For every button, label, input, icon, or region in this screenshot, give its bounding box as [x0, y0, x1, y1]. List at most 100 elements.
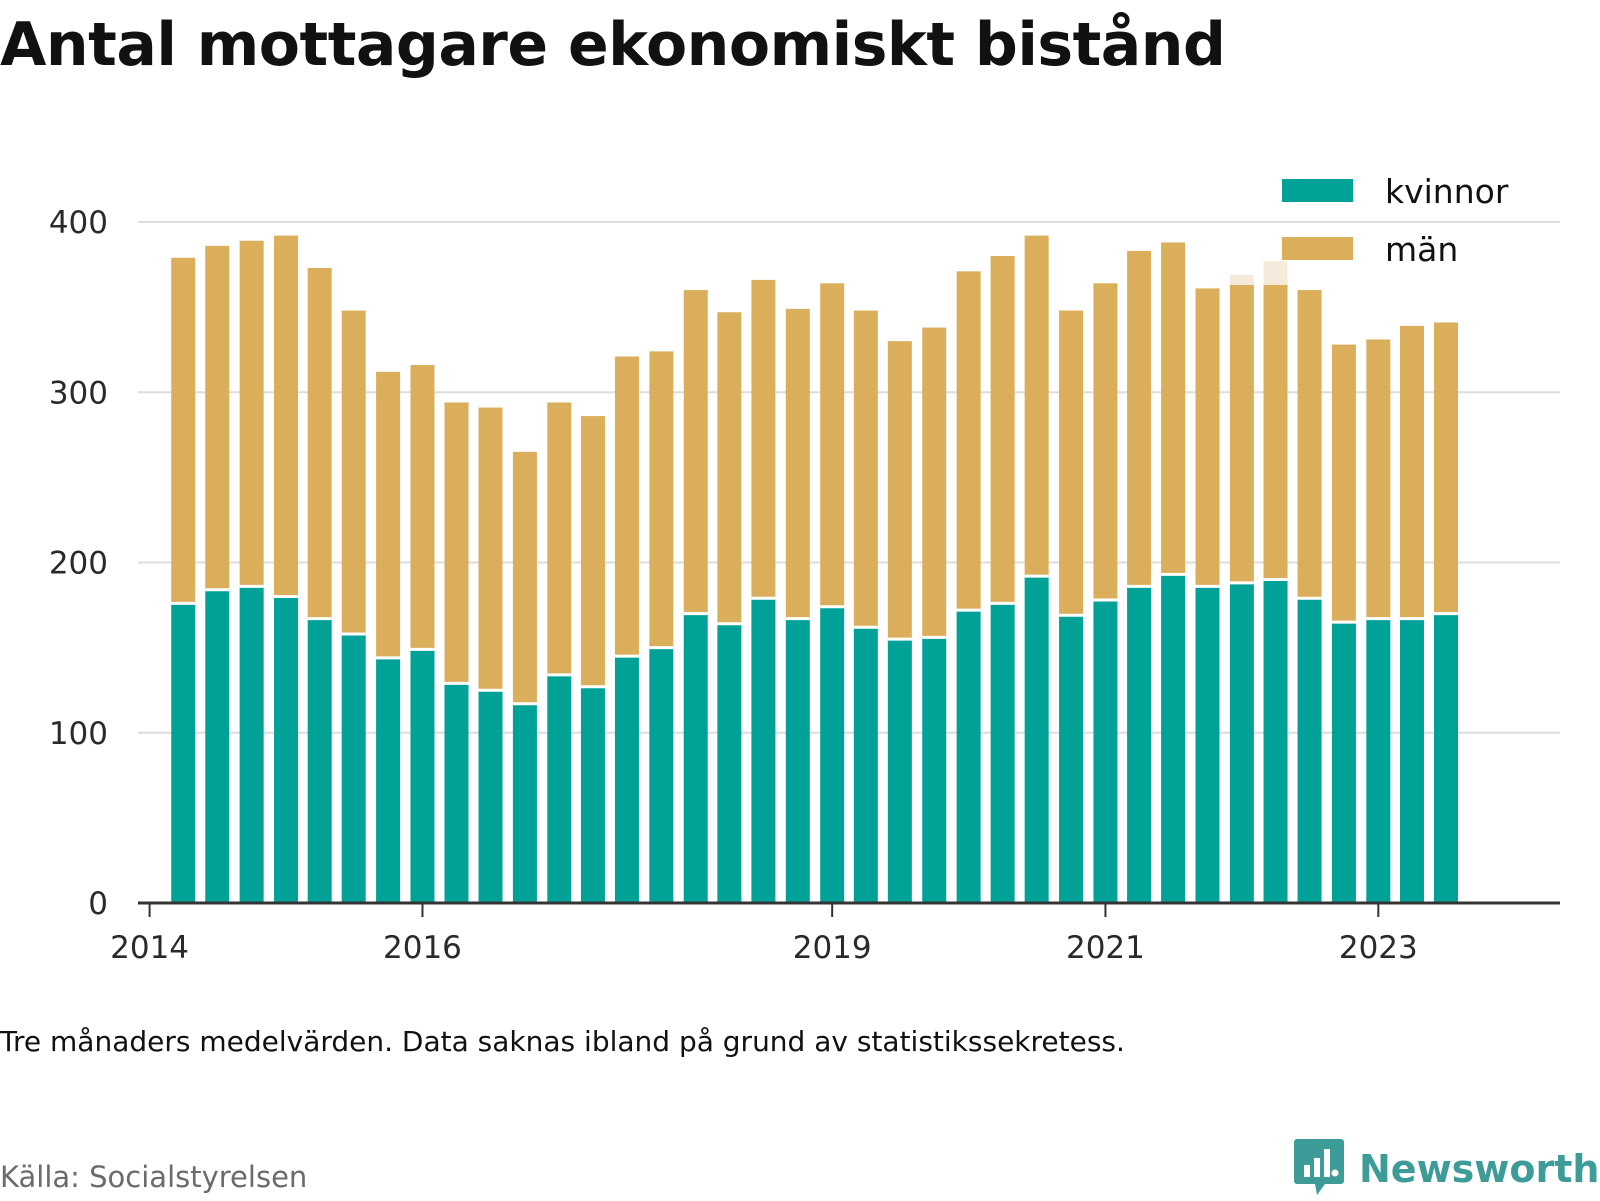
- bar-man: [274, 235, 299, 597]
- bar-kvinnor: [1127, 586, 1152, 903]
- bar-kvinnor: [1331, 622, 1356, 903]
- bar-man: [410, 365, 435, 650]
- source-label: Källa: Socialstyrelsen: [0, 1160, 308, 1194]
- bar-man: [990, 256, 1015, 604]
- bar-man: [1024, 235, 1049, 577]
- bar-man: [1229, 284, 1254, 583]
- bar-man: [307, 267, 332, 619]
- bar-kvinnor: [614, 656, 639, 903]
- bar-man: [171, 257, 196, 604]
- bar-man: [1059, 310, 1084, 616]
- bar-kvinnor: [239, 586, 264, 903]
- x-tick-label: 2023: [1339, 930, 1418, 966]
- bar-man: [649, 351, 674, 648]
- bar-kvinnor: [1161, 574, 1186, 903]
- bar-kvinnor: [683, 613, 708, 903]
- bar-kvinnor: [990, 603, 1015, 903]
- y-tick-label: 300: [49, 375, 108, 411]
- bar-kvinnor: [274, 596, 299, 903]
- bar-kvinnor: [1297, 598, 1322, 903]
- bar-man: [376, 371, 401, 658]
- bar-man: [717, 312, 742, 624]
- bar-man: [922, 327, 947, 638]
- bar-man: [478, 407, 503, 691]
- bar-kvinnor: [1093, 599, 1118, 903]
- bar-kvinnor: [307, 618, 332, 903]
- bar-kvinnor: [512, 703, 537, 903]
- bar-man: [956, 271, 981, 611]
- bar-kvinnor: [171, 603, 196, 903]
- bar-kvinnor: [1229, 582, 1254, 903]
- bar-kvinnor: [341, 634, 366, 903]
- bar-partial-overlay: [1263, 261, 1288, 285]
- bar-kvinnor: [1195, 586, 1220, 903]
- brand[interactable]: Newsworthy: [1293, 1137, 1600, 1201]
- bar-man: [444, 402, 469, 684]
- bar-man: [205, 245, 230, 590]
- x-axis: 2014 2016 2019 2021 2023: [110, 901, 1560, 966]
- bar-man: [547, 402, 572, 675]
- bar-kvinnor: [444, 683, 469, 903]
- bar-partial-overlay: [1229, 274, 1254, 285]
- bar-kvinnor: [1433, 613, 1458, 903]
- bar-kvinnor: [478, 690, 503, 903]
- bar-kvinnor: [1059, 615, 1084, 903]
- bar-man: [820, 283, 845, 607]
- y-axis-ticks: 0 100 200 300 400: [49, 205, 108, 922]
- bar-kvinnor: [1024, 576, 1049, 903]
- bar-man: [887, 341, 912, 640]
- x-tick-label: 2021: [1066, 930, 1145, 966]
- gridlines: [138, 221, 1560, 734]
- bar-man: [1433, 322, 1458, 614]
- bar-man: [1263, 284, 1288, 580]
- y-tick-label: 0: [88, 886, 108, 922]
- bar-kvinnor: [580, 686, 605, 903]
- bar-man: [1093, 283, 1118, 600]
- bar-kvinnor: [1399, 618, 1424, 903]
- bar-man: [341, 310, 366, 635]
- bars: [171, 235, 1458, 903]
- bar-man: [1127, 250, 1152, 587]
- x-tick-label: 2014: [110, 930, 189, 966]
- bar-man: [580, 416, 605, 687]
- brand-name: Newsworthy: [1359, 1147, 1600, 1191]
- bar-kvinnor: [922, 637, 947, 903]
- legend-swatch-man: [1282, 237, 1353, 260]
- legend: kvinnor män: [1282, 172, 1509, 269]
- bar-kvinnor: [820, 606, 845, 903]
- newsworthy-logo-icon: [1293, 1137, 1345, 1201]
- bar-man: [512, 451, 537, 704]
- bar-kvinnor: [785, 618, 810, 903]
- bar-kvinnor: [410, 649, 435, 903]
- bar-man: [614, 356, 639, 657]
- legend-label-kvinnor: kvinnor: [1385, 172, 1509, 211]
- y-tick-label: 400: [49, 205, 108, 241]
- bar-man: [239, 240, 264, 587]
- bar-kvinnor: [376, 657, 401, 903]
- bar-kvinnor: [956, 610, 981, 903]
- bar-man: [1161, 242, 1186, 575]
- chart-note: Tre månaders medelvärden. Data saknas ib…: [0, 1025, 1125, 1058]
- x-tick-label: 2016: [383, 930, 462, 966]
- bar-man: [853, 310, 878, 628]
- bar-kvinnor: [1366, 618, 1391, 903]
- bar-man: [751, 279, 776, 599]
- bar-man: [1195, 288, 1220, 587]
- bar-man: [1366, 339, 1391, 619]
- bar-chart: 0 100 200 300 400 2014 2016 2019 2021 2023 kvinn…: [49, 172, 1560, 966]
- legend-label-man: män: [1385, 230, 1458, 269]
- bar-kvinnor: [649, 647, 674, 903]
- y-tick-label: 200: [49, 546, 108, 582]
- bar-kvinnor: [887, 639, 912, 903]
- y-tick-label: 100: [49, 716, 108, 752]
- chart-title: Antal mottagare ekonomiskt bistånd: [0, 10, 1226, 80]
- bar-man: [785, 308, 810, 619]
- bar-kvinnor: [205, 589, 230, 903]
- bar-man: [683, 290, 708, 614]
- bar-kvinnor: [717, 623, 742, 903]
- bar-man: [1399, 325, 1424, 619]
- x-tick-label: 2019: [793, 930, 872, 966]
- bar-kvinnor: [547, 674, 572, 903]
- bar-kvinnor: [1263, 579, 1288, 903]
- bar-man: [1331, 344, 1356, 623]
